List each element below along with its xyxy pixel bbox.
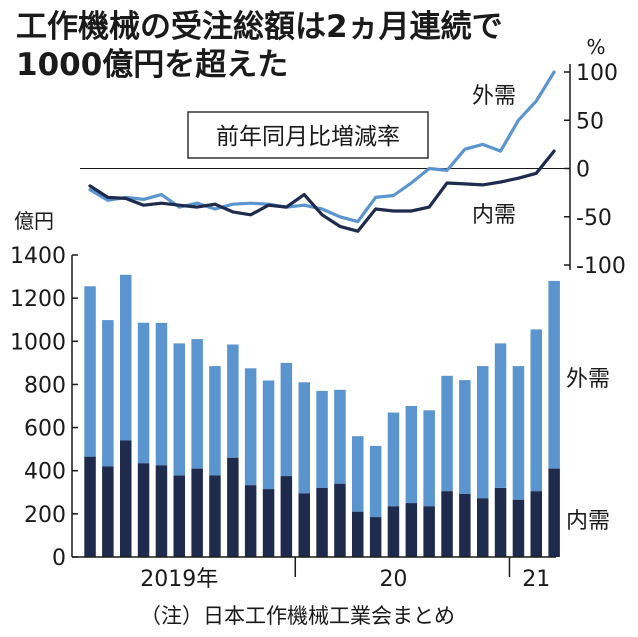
bar-y-tick-label: 600 <box>24 417 66 442</box>
headline-line-1: 工作機械の受注総額は2ヵ月連続で <box>16 9 503 45</box>
bar-foreign <box>102 320 114 467</box>
bar-foreign <box>459 380 471 494</box>
bar-foreign <box>298 382 310 494</box>
bar-series-group <box>84 274 560 557</box>
bar-foreign <box>405 406 418 504</box>
bar-x-tick-label: 2019年 <box>140 567 218 592</box>
line-y-axis: 100 50 0 -50 -100 <box>80 61 626 279</box>
bar-foreign <box>244 368 257 486</box>
bar-foreign <box>423 410 435 507</box>
bar-foreign <box>477 366 489 499</box>
bar-domestic <box>244 485 257 557</box>
line-y-tick-label: -100 <box>576 254 626 279</box>
bar-foreign <box>262 380 275 489</box>
bar-foreign <box>352 436 364 512</box>
bar-domestic <box>191 468 203 557</box>
bar-domestic <box>298 493 310 557</box>
bar-domestic <box>477 498 489 557</box>
bar-domestic <box>227 457 239 557</box>
bar-foreign <box>155 322 168 466</box>
bar-domestic <box>316 488 328 557</box>
bar-y-tick-label: 1200 <box>10 287 66 312</box>
line-title-frame <box>187 111 429 159</box>
bar-domestic <box>352 511 364 557</box>
line-y-tick-label: 50 <box>576 109 604 134</box>
line-y-tick-label: 0 <box>576 158 590 183</box>
bar-x-tick-label: 20 <box>379 567 407 592</box>
line-series-foreign <box>88 70 556 224</box>
line-y-tick-label: 100 <box>576 61 618 86</box>
line-y-tick-label: -50 <box>576 206 612 231</box>
bar-foreign <box>120 274 132 441</box>
line-title: 前年同月比増減率 <box>216 124 400 150</box>
line-series-domestic <box>88 149 556 233</box>
bar-domestic <box>280 476 293 557</box>
bar-foreign <box>84 286 96 457</box>
bar-domestic <box>494 488 507 557</box>
bar-foreign <box>316 390 328 488</box>
bar-foreign <box>387 412 400 507</box>
bar-x-axis: 2019年 20 21 <box>72 556 556 592</box>
bar-domestic <box>548 468 560 557</box>
bar-foreign <box>209 366 221 476</box>
bar-domestic <box>334 483 346 557</box>
bar-foreign <box>441 375 453 492</box>
bar-domestic <box>155 465 168 557</box>
bar-y-unit: 億円 <box>14 209 54 233</box>
bar-foreign <box>280 362 293 477</box>
bar-y-tick-label: 0 <box>52 546 66 571</box>
bar-y-tick-label: 1000 <box>10 330 66 355</box>
bar-foreign <box>369 445 382 518</box>
bar-foreign <box>173 343 185 476</box>
legend-domestic-bar: 内需 <box>566 509 610 534</box>
bar-foreign <box>334 389 346 484</box>
bar-foreign <box>548 280 560 469</box>
line-series-group <box>88 70 556 233</box>
line-title-box: 前年同月比増減率 <box>187 111 429 159</box>
bar-foreign <box>494 343 507 488</box>
bar-y-axis: 1400 1200 1000 800 600 400 200 0 <box>10 244 78 571</box>
bar-domestic <box>423 506 435 557</box>
source-note: （注）日本工作機械工業会まとめ <box>140 604 455 628</box>
legend-foreign-line: 外需 <box>472 84 516 109</box>
headline-line-2: 1000億円を超えた <box>16 47 289 83</box>
legend-domestic-line: 内需 <box>472 203 516 228</box>
bar-foreign <box>227 344 239 458</box>
line-y-unit: % <box>586 35 605 59</box>
bar-foreign <box>137 322 150 464</box>
bar-y-tick-label: 1400 <box>10 244 66 269</box>
bar-domestic <box>262 489 275 557</box>
bar-foreign <box>512 366 525 500</box>
bar-domestic <box>459 494 471 557</box>
bar-domestic <box>173 475 185 557</box>
bar-domestic <box>441 491 453 557</box>
legend-foreign-bar: 外需 <box>566 367 610 392</box>
bar-domestic <box>137 463 150 557</box>
bar-domestic <box>84 456 96 557</box>
bar-x-tick-label: 21 <box>522 567 550 592</box>
bar-foreign <box>530 329 542 492</box>
bar-domestic <box>102 466 114 557</box>
bar-y-tick-label: 200 <box>24 503 66 528</box>
bar-y-tick-label: 400 <box>24 460 66 485</box>
bar-foreign <box>191 339 203 469</box>
bar-domestic <box>530 491 542 557</box>
bar-domestic <box>209 475 221 557</box>
bar-domestic <box>512 499 525 557</box>
bar-y-tick-label: 800 <box>24 373 66 398</box>
bar-domestic <box>405 503 418 557</box>
bar-domestic <box>120 440 132 557</box>
bar-domestic <box>387 506 400 557</box>
bar-domestic <box>369 517 382 557</box>
